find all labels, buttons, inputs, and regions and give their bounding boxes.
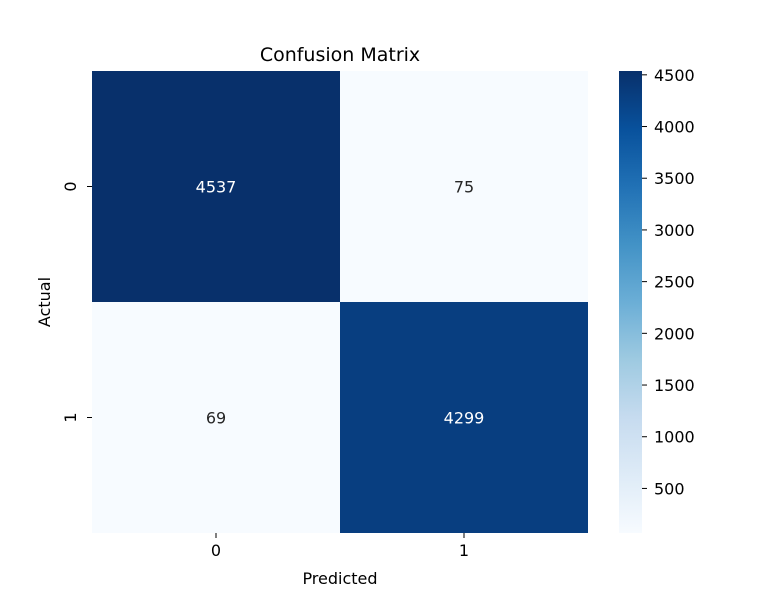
colorbar: 500 1000 1500 2000 2500 3000 3500 4000 4500 xyxy=(619,66,695,533)
heatmap-cell-1-1 xyxy=(340,302,588,533)
colorbar-tick-label-1500: 1500 xyxy=(654,376,695,395)
y-tick-label-0: 0 xyxy=(61,181,80,191)
colorbar-tick-label-2500: 2500 xyxy=(654,273,695,292)
x-axis-label: Predicted xyxy=(302,569,377,588)
x-tick-label-1: 1 xyxy=(459,541,469,560)
heatmap-area: 4537 75 69 4299 xyxy=(92,71,588,533)
y-tick-label-1: 1 xyxy=(61,412,80,422)
cell-value-label-1-0: 69 xyxy=(206,409,226,428)
colorbar-tick-label-4500: 4500 xyxy=(654,66,695,85)
colorbar-tick-label-1000: 1000 xyxy=(654,428,695,447)
heatmap-cell-0-0 xyxy=(92,71,340,302)
chart-title: Confusion Matrix xyxy=(260,44,420,66)
cell-value-label-0-0: 4537 xyxy=(196,178,237,197)
x-tick-label-0: 0 xyxy=(211,541,221,560)
colorbar-ticks: 500 1000 1500 2000 2500 3000 3500 4000 4500 xyxy=(642,66,695,498)
heatmap-cell-1-0 xyxy=(92,302,340,533)
colorbar-tick-label-2000: 2000 xyxy=(654,324,695,343)
colorbar-gradient xyxy=(619,71,642,533)
y-axis-ticks: 01 xyxy=(61,181,92,423)
colorbar-tick-label-3500: 3500 xyxy=(654,169,695,188)
cell-value-label-1-1: 4299 xyxy=(444,409,485,428)
colorbar-tick-label-500: 500 xyxy=(654,479,685,498)
heatmap-cell-0-1 xyxy=(340,71,588,302)
colorbar-tick-label-3000: 3000 xyxy=(654,221,695,240)
cell-value-label-0-1: 75 xyxy=(454,178,474,197)
y-axis-label: Actual xyxy=(35,277,54,327)
colorbar-tick-label-4000: 4000 xyxy=(654,118,695,137)
